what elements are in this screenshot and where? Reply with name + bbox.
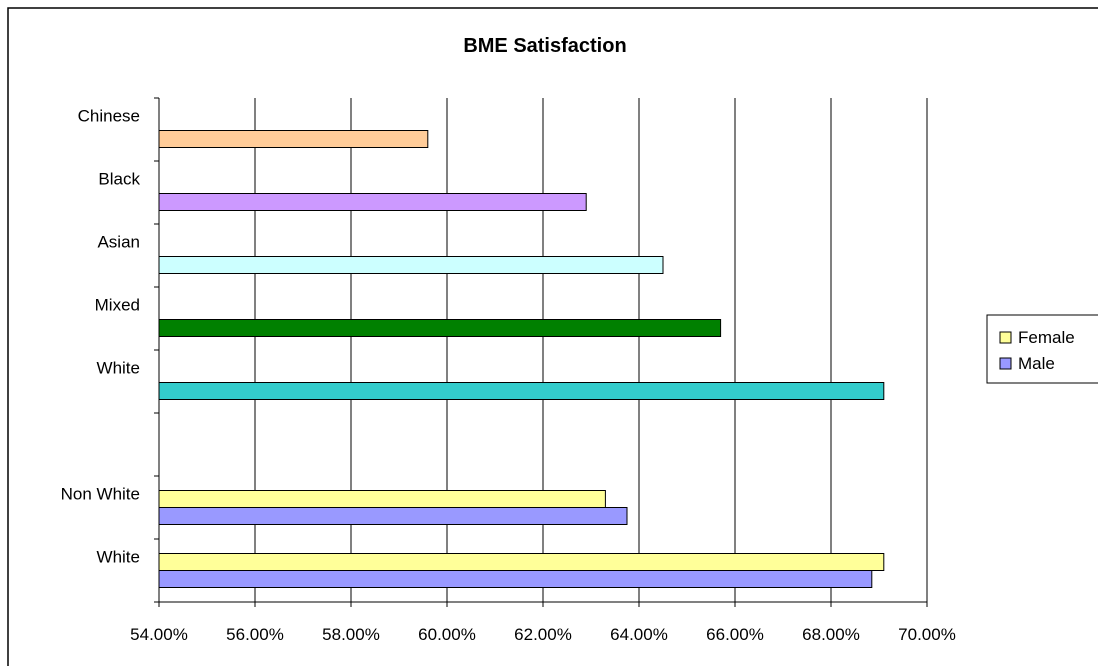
- x-tick-label: 54.00%: [130, 625, 188, 644]
- bar-chinese: [158, 130, 429, 148]
- chart-title: BME Satisfaction: [463, 35, 626, 57]
- bar-white: [158, 382, 885, 400]
- x-tick-label: 64.00%: [610, 625, 668, 644]
- x-tick-label: 62.00%: [514, 625, 572, 644]
- y-category-label: Black: [98, 170, 140, 189]
- legend: Female Male: [986, 314, 1098, 384]
- legend-box: [986, 314, 1098, 384]
- y-category-label: Mixed: [95, 296, 140, 315]
- legend-swatch-male: [999, 357, 1012, 370]
- bar-non-white-female: [158, 490, 606, 508]
- legend-label-male: Male: [1018, 354, 1055, 373]
- bar-mixed: [158, 319, 722, 337]
- axis-layer: [154, 97, 928, 607]
- y-category-label: White: [97, 359, 140, 378]
- bars-layer: [158, 130, 885, 588]
- x-tick-label: 58.00%: [322, 625, 380, 644]
- y-category-label: White: [97, 548, 140, 567]
- legend-label-female: Female: [1018, 328, 1075, 347]
- y-category-label: Chinese: [78, 107, 140, 126]
- bar-white-female: [158, 553, 885, 571]
- x-tick-label: 60.00%: [418, 625, 476, 644]
- x-tick-label: 66.00%: [706, 625, 764, 644]
- y-category-label: Non White: [61, 485, 140, 504]
- x-tick-label: 70.00%: [898, 625, 956, 644]
- bar-black: [158, 193, 587, 211]
- y-category-label: Asian: [97, 233, 140, 252]
- x-tick-label: 56.00%: [226, 625, 284, 644]
- legend-swatch-female: [999, 331, 1012, 344]
- bar-asian: [158, 256, 664, 274]
- x-tick-label: 68.00%: [802, 625, 860, 644]
- bar-non-white-male: [158, 507, 628, 525]
- labels-layer: 54.00% 56.00% 58.00% 60.00% 62.00% 64.00% 66.0…: [61, 107, 956, 645]
- bar-white-male: [158, 570, 873, 588]
